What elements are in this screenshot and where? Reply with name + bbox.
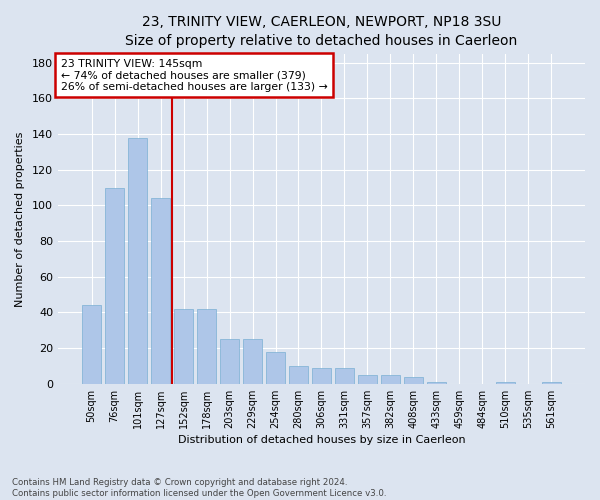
Bar <box>289 366 308 384</box>
Text: 23 TRINITY VIEW: 145sqm
← 74% of detached houses are smaller (379)
26% of semi-d: 23 TRINITY VIEW: 145sqm ← 74% of detache… <box>61 59 328 92</box>
Bar <box>335 368 354 384</box>
Bar <box>311 368 331 384</box>
Bar <box>105 188 124 384</box>
Bar <box>174 309 193 384</box>
Bar <box>358 375 377 384</box>
Bar <box>243 339 262 384</box>
X-axis label: Distribution of detached houses by size in Caerleon: Distribution of detached houses by size … <box>178 435 465 445</box>
Bar <box>380 375 400 384</box>
Bar <box>542 382 561 384</box>
Bar <box>404 376 423 384</box>
Bar <box>220 339 239 384</box>
Bar <box>82 306 101 384</box>
Bar <box>266 352 285 384</box>
Bar <box>128 138 148 384</box>
Title: 23, TRINITY VIEW, CAERLEON, NEWPORT, NP18 3SU
Size of property relative to detac: 23, TRINITY VIEW, CAERLEON, NEWPORT, NP1… <box>125 15 518 48</box>
Text: Contains HM Land Registry data © Crown copyright and database right 2024.
Contai: Contains HM Land Registry data © Crown c… <box>12 478 386 498</box>
Bar <box>197 309 217 384</box>
Bar <box>496 382 515 384</box>
Bar <box>151 198 170 384</box>
Y-axis label: Number of detached properties: Number of detached properties <box>15 131 25 306</box>
Bar <box>427 382 446 384</box>
